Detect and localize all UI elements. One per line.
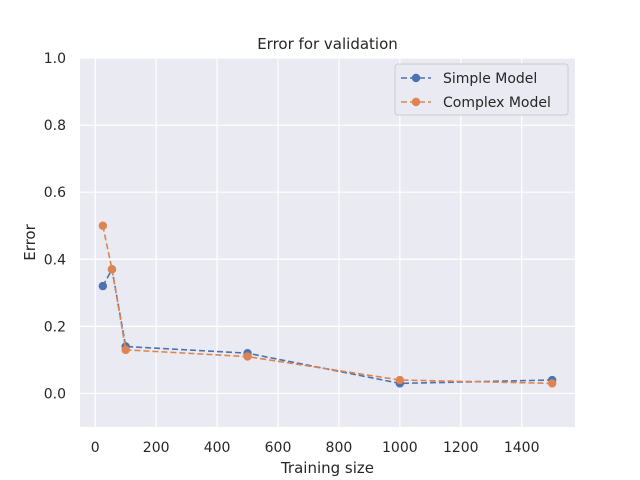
y-tick-label: 0.6 [44,185,66,201]
x-tick-label: 800 [326,440,353,456]
series-line-0 [102,266,553,385]
legend-marker-1 [411,97,421,107]
chart-title: Error for validation [257,35,398,53]
grid-lines [80,57,575,427]
y-tick-label: 0.8 [44,118,66,134]
series-1-point [107,265,117,274]
legend: Simple Model Complex Model [394,63,569,116]
x-tick-labels: 0 200 400 600 800 1000 1200 1400 [91,440,540,456]
series-0-point [98,281,108,291]
plot-area-background [80,58,575,427]
x-tick-label: 1400 [504,440,540,456]
legend-label-1: Complex Model [443,95,551,111]
x-tick-label: 600 [265,440,292,456]
x-tick-label: 400 [204,440,231,456]
series-1-point [121,345,130,355]
series-1-point [547,379,557,388]
legend-box [394,63,569,116]
series-line-1 [102,225,553,385]
x-tick-label: 0 [91,440,100,456]
series-layer [98,221,557,388]
x-axis-title: Training size [280,459,374,477]
series-1-point [243,352,252,361]
y-tick-labels: 0.0 0.2 0.4 0.6 0.8 1.0 [44,51,66,402]
y-tick-label: 0.2 [44,319,66,335]
y-tick-label: 1.0 [44,51,66,67]
y-axis-title: Error [21,223,39,260]
series-1-point [98,221,108,230]
series-1-point [395,375,405,385]
y-tick-label: 0.4 [44,252,66,268]
x-tick-label: 1200 [443,440,479,456]
x-tick-label: 200 [143,440,170,456]
legend-label-0: Simple Model [443,71,537,87]
x-tick-label: 1000 [382,440,418,456]
y-tick-label: 0.0 [44,386,66,402]
legend-marker-0 [411,73,421,83]
